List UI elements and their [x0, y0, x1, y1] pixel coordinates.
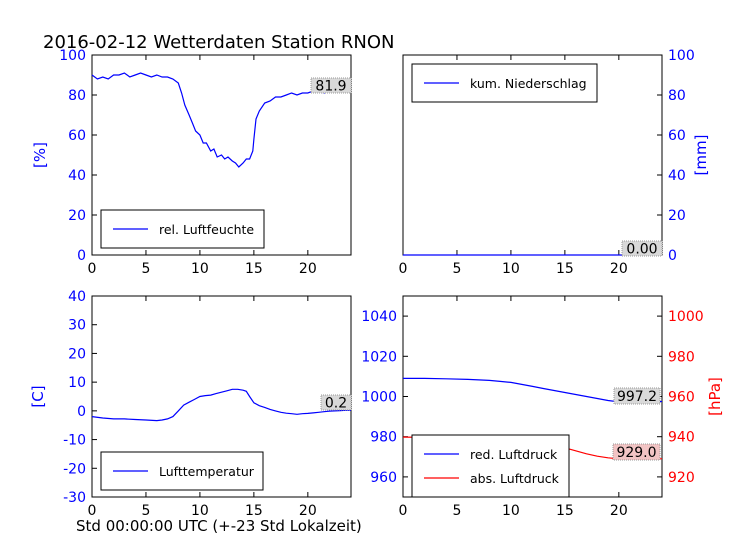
readout-box — [320, 394, 352, 411]
readout-value: 0.2 — [325, 396, 347, 412]
series-line-rel-luftfeuchte — [91, 72, 351, 168]
y-axis-label: [%] — [31, 142, 49, 168]
x-tick-label: 0 — [88, 503, 97, 519]
y-axis-label: [C] — [29, 385, 47, 407]
legend: kum. Niederschlag — [411, 63, 598, 103]
legend: Lufttemperatur — [100, 451, 264, 491]
readout-box — [612, 443, 661, 461]
y-tick-label-right: 60 — [668, 128, 686, 144]
y-tick-label-right: 940 — [668, 430, 695, 446]
x-tick-label: 20 — [610, 261, 628, 277]
readout-box — [621, 240, 663, 257]
y-axis-label-right: [hPa] — [706, 377, 724, 416]
y-tick-label: 980 — [370, 430, 397, 446]
y-tick-label-right: 80 — [668, 88, 686, 104]
x-tick-label: 10 — [191, 261, 209, 277]
legend-box — [411, 434, 570, 498]
x-tick-label: 0 — [88, 261, 97, 277]
figure-title: 2016-02-12 Wetterdaten Station RNON — [43, 32, 394, 53]
y-tick-label-right: 980 — [668, 349, 695, 365]
x-tick-label: 5 — [452, 261, 461, 277]
y-tick-label: -10 — [63, 433, 86, 449]
readout-box — [613, 387, 661, 405]
x-tick-label: 0 — [399, 261, 408, 277]
x-tick-label: 20 — [610, 503, 628, 519]
panel-temperature: 0 5 10 15 20 -30 -20 -10 0 10 20 30 40 [C] Lufttempera… — [29, 289, 352, 519]
readout-value: 0.00 — [626, 242, 657, 258]
legend-label: red. Luftdruck — [470, 447, 558, 462]
x-tick-label: 15 — [245, 261, 263, 277]
y-tick-label-right: 20 — [668, 208, 686, 224]
y-tick-label: 100 — [59, 48, 86, 64]
legend-label: rel. Luftfeuchte — [159, 222, 254, 237]
y-tick-label-right: 1000 — [668, 309, 704, 325]
y-tick-label: 80 — [68, 88, 86, 104]
y-tick-label: 60 — [68, 128, 86, 144]
x-tick-label: 0 — [399, 503, 408, 519]
readout-box — [310, 77, 352, 94]
y-tick-label: 40 — [68, 289, 86, 305]
y-tick-label: 1040 — [361, 309, 397, 325]
y-tick-label: -30 — [63, 490, 86, 506]
y-tick-label: 20 — [68, 346, 86, 362]
x-tick-label: 10 — [502, 261, 520, 277]
y-tick-label: 20 — [68, 208, 86, 224]
y-tick-label: 40 — [68, 168, 86, 184]
legend-label: kum. Niederschlag — [470, 76, 587, 91]
y-tick-label: 960 — [370, 470, 397, 486]
y-tick-label: -20 — [63, 461, 86, 477]
y-tick-label-right: 100 — [668, 48, 695, 64]
x-tick-label: 15 — [556, 503, 574, 519]
series-line-lufttemperatur — [91, 388, 351, 422]
readout-value: 929.0 — [616, 445, 656, 461]
y-tick-label-right: 920 — [668, 470, 695, 486]
x-tick-label: 10 — [502, 503, 520, 519]
x-tick-label: 20 — [299, 503, 317, 519]
y-axis-label: [mm] — [692, 135, 710, 176]
x-tick-label: 15 — [245, 503, 263, 519]
x-axis-label: Std 00:00:00 UTC (+-23 Std Lokalzeit) — [76, 517, 362, 535]
y-tick-label: 1020 — [361, 349, 397, 365]
y-tick-label-right: 960 — [668, 390, 695, 406]
legend: rel. Luftfeuchte — [100, 209, 265, 249]
readout-value: 81.9 — [315, 79, 346, 95]
legend: red. Luftdruck abs. Luftdruck — [411, 434, 570, 498]
y-tick-label: 10 — [68, 375, 86, 391]
panel-humidity: 0 5 10 15 20 0 20 40 60 80 100 [%] rel. Luftfeuchte 8… — [31, 48, 352, 277]
legend-label: abs. Luftdruck — [470, 471, 560, 486]
plot-frame — [91, 54, 352, 256]
x-tick-label: 20 — [299, 261, 317, 277]
y-tick-label: 0 — [77, 404, 86, 420]
y-tick-label: 30 — [68, 318, 86, 334]
legend-label: Lufttemperatur — [159, 464, 255, 479]
x-tick-label: 5 — [141, 503, 150, 519]
y-tick-label-right: 0 — [668, 248, 677, 264]
panel-pressure: 0 5 10 15 20 960 980 1000 1020 1040 920 940 960 980 10… — [361, 295, 724, 519]
x-tick-label: 15 — [556, 261, 574, 277]
readout-value: 997.2 — [617, 389, 657, 405]
x-tick-label: 5 — [452, 503, 461, 519]
y-tick-label: 0 — [77, 248, 86, 264]
x-tick-label: 10 — [191, 503, 209, 519]
y-tick-label-right: 40 — [668, 168, 686, 184]
y-tick-label: 1000 — [361, 390, 397, 406]
x-tick-label: 5 — [141, 261, 150, 277]
panel-precipitation: 0 5 10 15 20 0 20 40 60 80 100 [mm] kum. Niederschla… — [399, 48, 710, 277]
